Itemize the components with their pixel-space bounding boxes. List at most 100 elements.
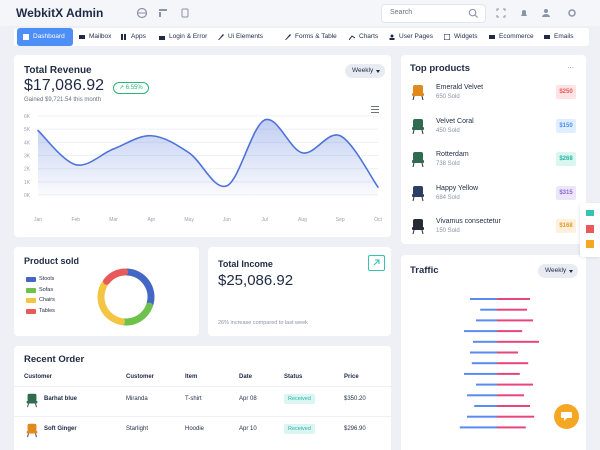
total-income-card: Total Income $25,086.92 26% increase com… [208, 247, 391, 336]
nav-item-emails[interactable]: Emails [542, 28, 574, 46]
product-name: Rotterdam [436, 151, 469, 158]
nav-item-dashboard[interactable]: Dashboard [17, 28, 73, 46]
table-row[interactable]: Soft Ginger Starlight Hoodie Apr 10 $296.90 R… [14, 416, 391, 442]
y-tick-label: 0K [24, 193, 31, 199]
product-price-badge: $168 [556, 219, 576, 233]
cell-price: $350.20 [344, 396, 366, 402]
revenue-period-dropdown[interactable]: Weekly [345, 64, 386, 78]
col-header-status: Status [284, 374, 303, 380]
product-sold-card: Product sold Stools Sofas Chairs Tables [14, 247, 199, 336]
user-icon[interactable] [540, 7, 552, 19]
revenue-point [112, 148, 115, 150]
product-item[interactable]: Velvet Coral 450 Sold $150 [409, 115, 576, 141]
income-link-button[interactable] [368, 255, 385, 271]
traffic-bar-right [497, 319, 533, 322]
x-tick-label: Jan [34, 217, 42, 223]
lock-icon [159, 36, 165, 40]
product-name: Emerald Velvet [436, 84, 484, 91]
product-item[interactable]: Vivamus consectetur 150 Sold $168 [409, 215, 576, 241]
product-item[interactable]: Emerald Velvet 650 Sold $250 [409, 81, 576, 107]
search-input[interactable]: Search [381, 4, 486, 23]
chat-icon [561, 412, 572, 421]
revenue-point [301, 152, 304, 154]
chat-fab-button[interactable] [554, 404, 579, 429]
income-title: Total Income [218, 259, 273, 269]
chair-thumbnail [412, 185, 424, 201]
globe-icon[interactable] [136, 7, 148, 19]
y-tick-label: 3K [24, 154, 31, 160]
product-price-badge: $268 [556, 152, 576, 166]
col-header-item: Item [185, 374, 198, 380]
y-tick-label: 1K [24, 180, 31, 186]
nav-item-charts[interactable]: Charts [347, 28, 378, 46]
cell-date: Apr 10 [239, 426, 257, 432]
traffic-period-dropdown[interactable]: Weekly [538, 264, 579, 278]
traffic-chart [459, 298, 539, 429]
revenue-title: Total Revenue [24, 65, 92, 76]
nav-item-login-error[interactable]: Login & Error [157, 28, 207, 46]
traffic-card: Traffic Weekly [401, 255, 586, 450]
table-row[interactable]: Barhat blue Miranda T-shirt Apr 08 $350.20 Re… [14, 386, 391, 412]
y-tick-label: 5K [24, 127, 31, 133]
donut-slice [120, 302, 153, 326]
x-tick-label: Aug [298, 217, 307, 223]
revenue-point [74, 163, 77, 166]
chart-menu-icon[interactable] [371, 106, 379, 113]
traffic-bar-right [497, 362, 529, 365]
product-sold-count: 150 Sold [436, 228, 460, 234]
chair-thumbnail [412, 85, 424, 101]
product-item[interactable]: Happy Yellow 684 Sold $315 [409, 182, 576, 208]
top-products-card: Top products ... Emerald Velvet 650 Sold $… [401, 55, 586, 244]
more-options-icon[interactable]: ... [567, 61, 574, 70]
traffic-bar-left [470, 298, 497, 300]
legend-item: Chairs [26, 297, 55, 305]
cell-customer: Miranda [126, 396, 148, 402]
cart-icon [489, 35, 495, 39]
layout-icon[interactable] [157, 7, 169, 19]
user-pages-icon [389, 34, 395, 40]
chair-thumbnail [412, 152, 424, 168]
nav-item-user-pages[interactable]: User Pages [387, 28, 433, 46]
image-tab-icon[interactable] [586, 225, 594, 233]
traffic-bar-left [467, 415, 497, 418]
notification-icon[interactable] [518, 7, 530, 19]
nav-item-ui-elements[interactable]: Ui Elements [216, 28, 263, 46]
traffic-bar-right [497, 394, 524, 397]
product-item[interactable]: Rotterdam 738 Sold $268 [409, 148, 576, 174]
nav-item-apps[interactable]: Apps [119, 28, 146, 46]
email-icon [544, 35, 550, 39]
traffic-bar-left [476, 383, 497, 386]
fullscreen-icon[interactable] [495, 7, 507, 19]
product-sold-count: 684 Sold [436, 194, 460, 201]
nav-item-widgets[interactable]: Widgets [442, 28, 477, 46]
status-badge: Received [284, 394, 315, 404]
col-header-date: Date [239, 374, 253, 380]
revenue-change-value: 6.55% [125, 85, 143, 91]
x-tick-label: Sep [336, 217, 345, 223]
pen-icon [218, 34, 224, 40]
folder-tab-icon[interactable] [586, 240, 594, 248]
cell-price: $296.90 [344, 426, 366, 432]
traffic-bar-right [497, 298, 530, 300]
nav-item-mailbox[interactable]: Mailbox [77, 28, 111, 46]
cell-item: T-shirt [185, 396, 202, 402]
traffic-bar-left [474, 405, 497, 407]
clipboard-icon[interactable] [179, 7, 191, 19]
traffic-bar-right [497, 383, 533, 386]
settings-icon[interactable] [566, 7, 578, 19]
revenue-point [377, 186, 379, 188]
x-tick-label: Oct [374, 217, 382, 223]
edit-icon [285, 34, 291, 40]
nav-item-ecommerce[interactable]: Ecommerce [487, 28, 534, 46]
widgets-icon [444, 34, 450, 40]
legend-swatch [26, 308, 36, 314]
y-tick-label: 6K [24, 114, 31, 120]
product-sold-title: Product sold [24, 256, 80, 266]
traffic-bar-right [497, 426, 526, 429]
email-tab-icon[interactable] [586, 210, 594, 216]
traffic-bar-right [497, 405, 530, 407]
nav-item-forms-table[interactable]: Forms & Table [283, 28, 337, 46]
top-bar: WebkitX Admin Search [0, 0, 600, 26]
revenue-area [38, 119, 378, 195]
legend-swatch [26, 298, 36, 303]
